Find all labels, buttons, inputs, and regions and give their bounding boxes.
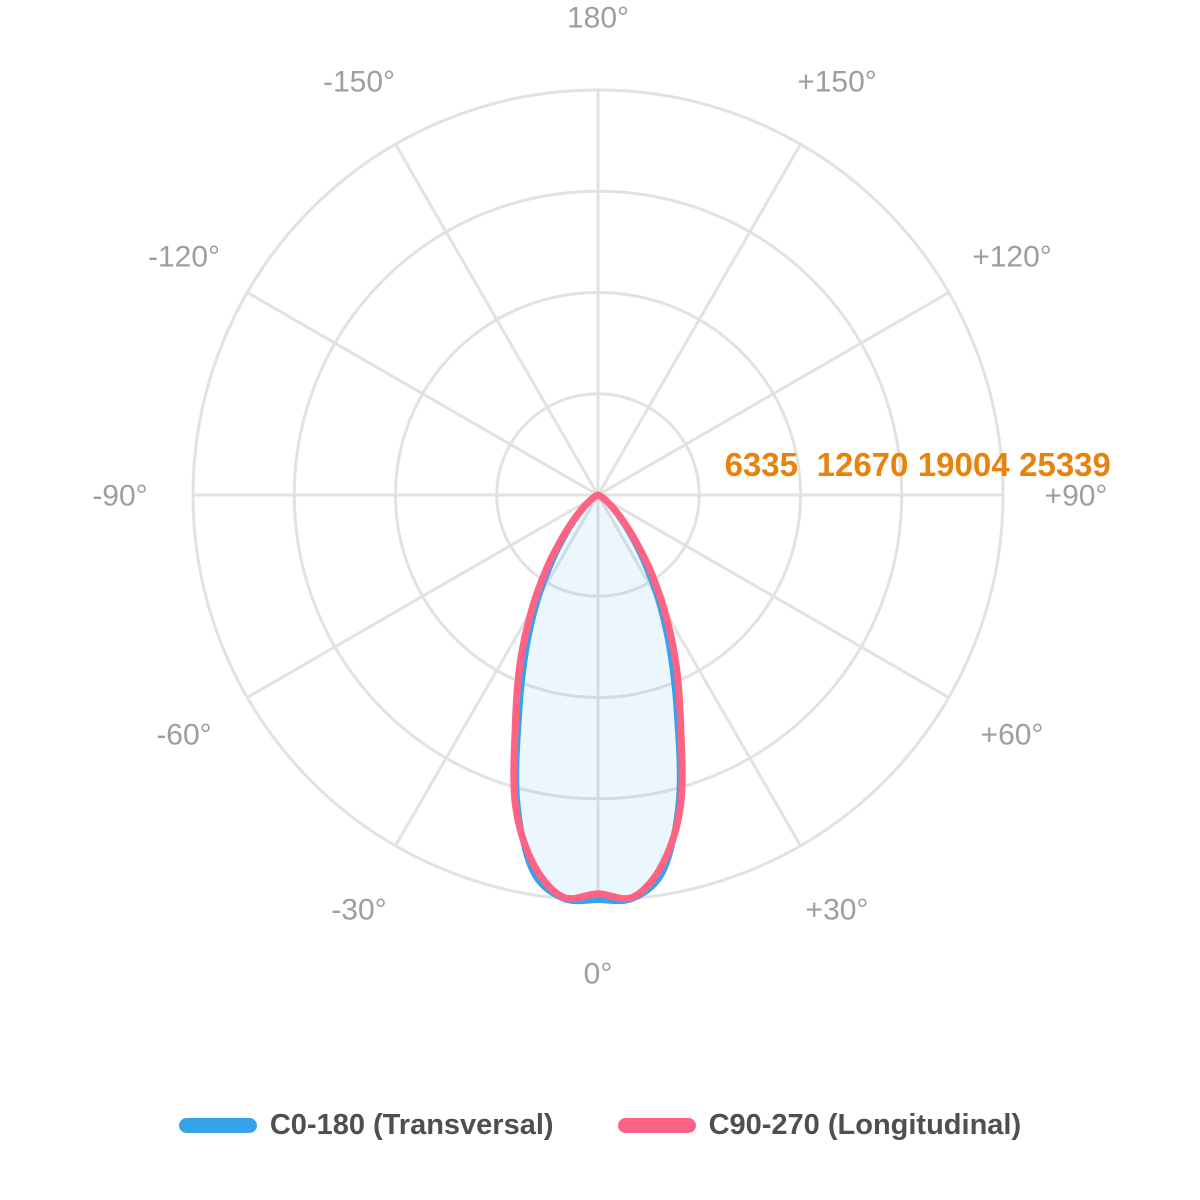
angle-label--30: -30° (331, 894, 386, 927)
curve-c0-180 (513, 492, 683, 905)
legend-swatch-c90-270 (617, 1117, 696, 1133)
radial-tick-label-3: 25339 (1019, 446, 1111, 483)
radial-tick-label-0: 6335 (725, 446, 798, 483)
angle-label-150: +150° (797, 66, 877, 99)
angle-label-30: +30° (806, 894, 869, 927)
angle-label--120: -120° (148, 241, 220, 274)
angle-label-60: +60° (981, 719, 1044, 752)
legend-label-c0-180: C0-180 (Transversal) (269, 1108, 554, 1141)
radial-tick-label-1: 12670 (817, 446, 909, 483)
angle-label-180: 180° (567, 2, 629, 35)
legend-label-c90-270: C90-270 (Longitudinal) (708, 1108, 1022, 1141)
angle-label--90: -90° (92, 480, 147, 513)
angle-label--150: -150° (323, 66, 395, 99)
radial-tick-label-2: 19004 (918, 446, 1010, 483)
legend-swatch-c0-180 (178, 1117, 257, 1133)
legend-item-c0-180[interactable]: C0-180 (Transversal) (178, 1108, 554, 1142)
chart-legend: C0-180 (Transversal) C90-270 (Longitudin… (0, 1098, 1200, 1152)
angle-label-90: +90° (1045, 480, 1108, 513)
legend-item-c90-270[interactable]: C90-270 (Longitudinal) (617, 1108, 1022, 1142)
angle-label-0: 0° (584, 958, 613, 991)
curve-c90-270 (510, 491, 686, 903)
angle-label-120: +120° (972, 241, 1052, 274)
angle-label--60: -60° (156, 719, 211, 752)
radial-tick-labels: 6335 12670 19004 25339 (725, 446, 1111, 483)
angle-labels: 0° +30° +60° +90° +120° +150° 180° -150° -120° -9… (92, 2, 1107, 991)
